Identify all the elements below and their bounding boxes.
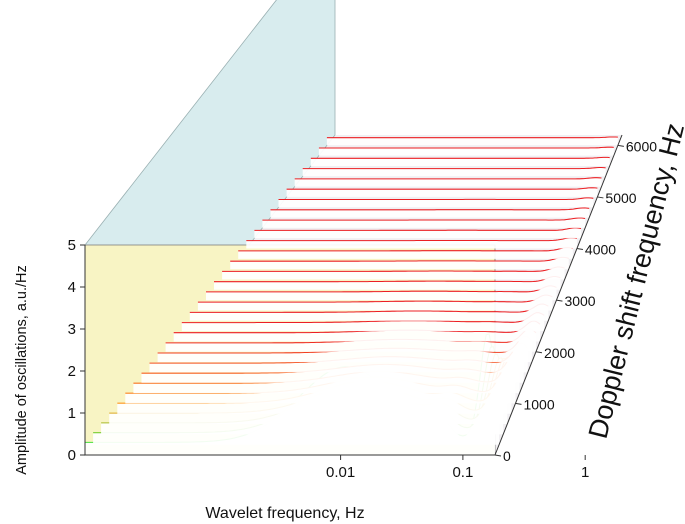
trace-fill-5800 xyxy=(318,147,614,156)
trace-3200 xyxy=(214,275,561,283)
y-tick-label: 4 xyxy=(68,279,76,296)
trace-fill-5200 xyxy=(294,177,602,187)
trace-fill-3800 xyxy=(238,247,573,259)
trace-fill-5400 xyxy=(302,167,606,177)
z-tick-label: 0 xyxy=(503,448,511,464)
trace-fill-5000 xyxy=(286,187,598,197)
x-axis-title: Wavelet frequency, Hz xyxy=(205,505,364,522)
trace-5600 xyxy=(310,156,610,159)
y-tick-label: 5 xyxy=(68,237,76,254)
trace-fill-1400 xyxy=(141,348,524,383)
z-tick-5000 xyxy=(597,196,604,199)
trace-3400 xyxy=(222,266,565,272)
trace-4400 xyxy=(262,217,586,221)
trace-5200 xyxy=(294,177,602,180)
z-axis-line xyxy=(494,134,623,456)
trace-fill-2000 xyxy=(165,328,536,352)
trace-2600 xyxy=(189,303,549,313)
trace-fill-2800 xyxy=(197,295,553,311)
z-tick-label: 1000 xyxy=(523,396,554,412)
chart-axes: 0.01 0.1 1 0 1 2 3 4 5 0 1000 2000 3000 4000 5000 6000 xyxy=(68,134,657,481)
trace-fill-6000 xyxy=(326,137,618,146)
trace-6000 xyxy=(326,136,618,139)
trace-4000 xyxy=(246,237,578,242)
trace-2800 xyxy=(197,294,553,303)
z-tick-label: 4000 xyxy=(585,242,616,258)
z-tick-4000 xyxy=(576,248,584,251)
x-tick-label: 1 xyxy=(581,464,589,481)
trace-fill-3000 xyxy=(206,285,557,301)
z-tick-0 xyxy=(494,454,502,457)
trace-fill-4000 xyxy=(246,237,577,249)
trace-fill-2600 xyxy=(189,304,549,321)
z-tick-6000 xyxy=(617,144,624,147)
trace-3800 xyxy=(238,247,573,252)
y-tick-label: 2 xyxy=(68,363,76,380)
trace-5400 xyxy=(302,166,606,170)
z-tick-label: 3000 xyxy=(564,293,595,309)
z-tick-2000 xyxy=(535,351,543,354)
trace-fill-1600 xyxy=(149,343,528,373)
trace-fill-3400 xyxy=(222,267,565,280)
x-tick-label: 0.01 xyxy=(326,464,355,481)
y-tick-label: 0 xyxy=(68,447,76,464)
x-tick-label: 0.1 xyxy=(452,464,473,481)
trace-3600 xyxy=(230,256,569,262)
trace-5000 xyxy=(286,187,598,190)
y-axis-title: Amplitude of oscillations, a.u./Hz xyxy=(14,265,30,475)
y-tick-label: 1 xyxy=(68,405,76,422)
z-tick-label: 2000 xyxy=(544,345,575,361)
trace-fill-3600 xyxy=(230,257,569,270)
trace-fill-1800 xyxy=(157,336,532,363)
trace-4600 xyxy=(270,207,590,211)
z-tick-3000 xyxy=(556,299,563,302)
z-tick-label: 6000 xyxy=(626,138,657,154)
trace-fill-3200 xyxy=(214,276,561,290)
spectrum-traces xyxy=(85,136,618,455)
trace-4200 xyxy=(254,227,582,231)
trace-4800 xyxy=(278,197,594,201)
trace-fill-4800 xyxy=(278,197,594,208)
trace-fill-2200 xyxy=(173,321,541,342)
trace-fill-5600 xyxy=(310,157,610,166)
trace-5800 xyxy=(318,146,614,149)
trace-2400 xyxy=(181,312,545,324)
y-tick-label: 3 xyxy=(68,321,76,338)
trace-2200 xyxy=(173,320,541,334)
trace-3000 xyxy=(206,285,557,293)
z-tick-label: 5000 xyxy=(605,190,636,206)
z-tick-1000 xyxy=(515,402,522,405)
